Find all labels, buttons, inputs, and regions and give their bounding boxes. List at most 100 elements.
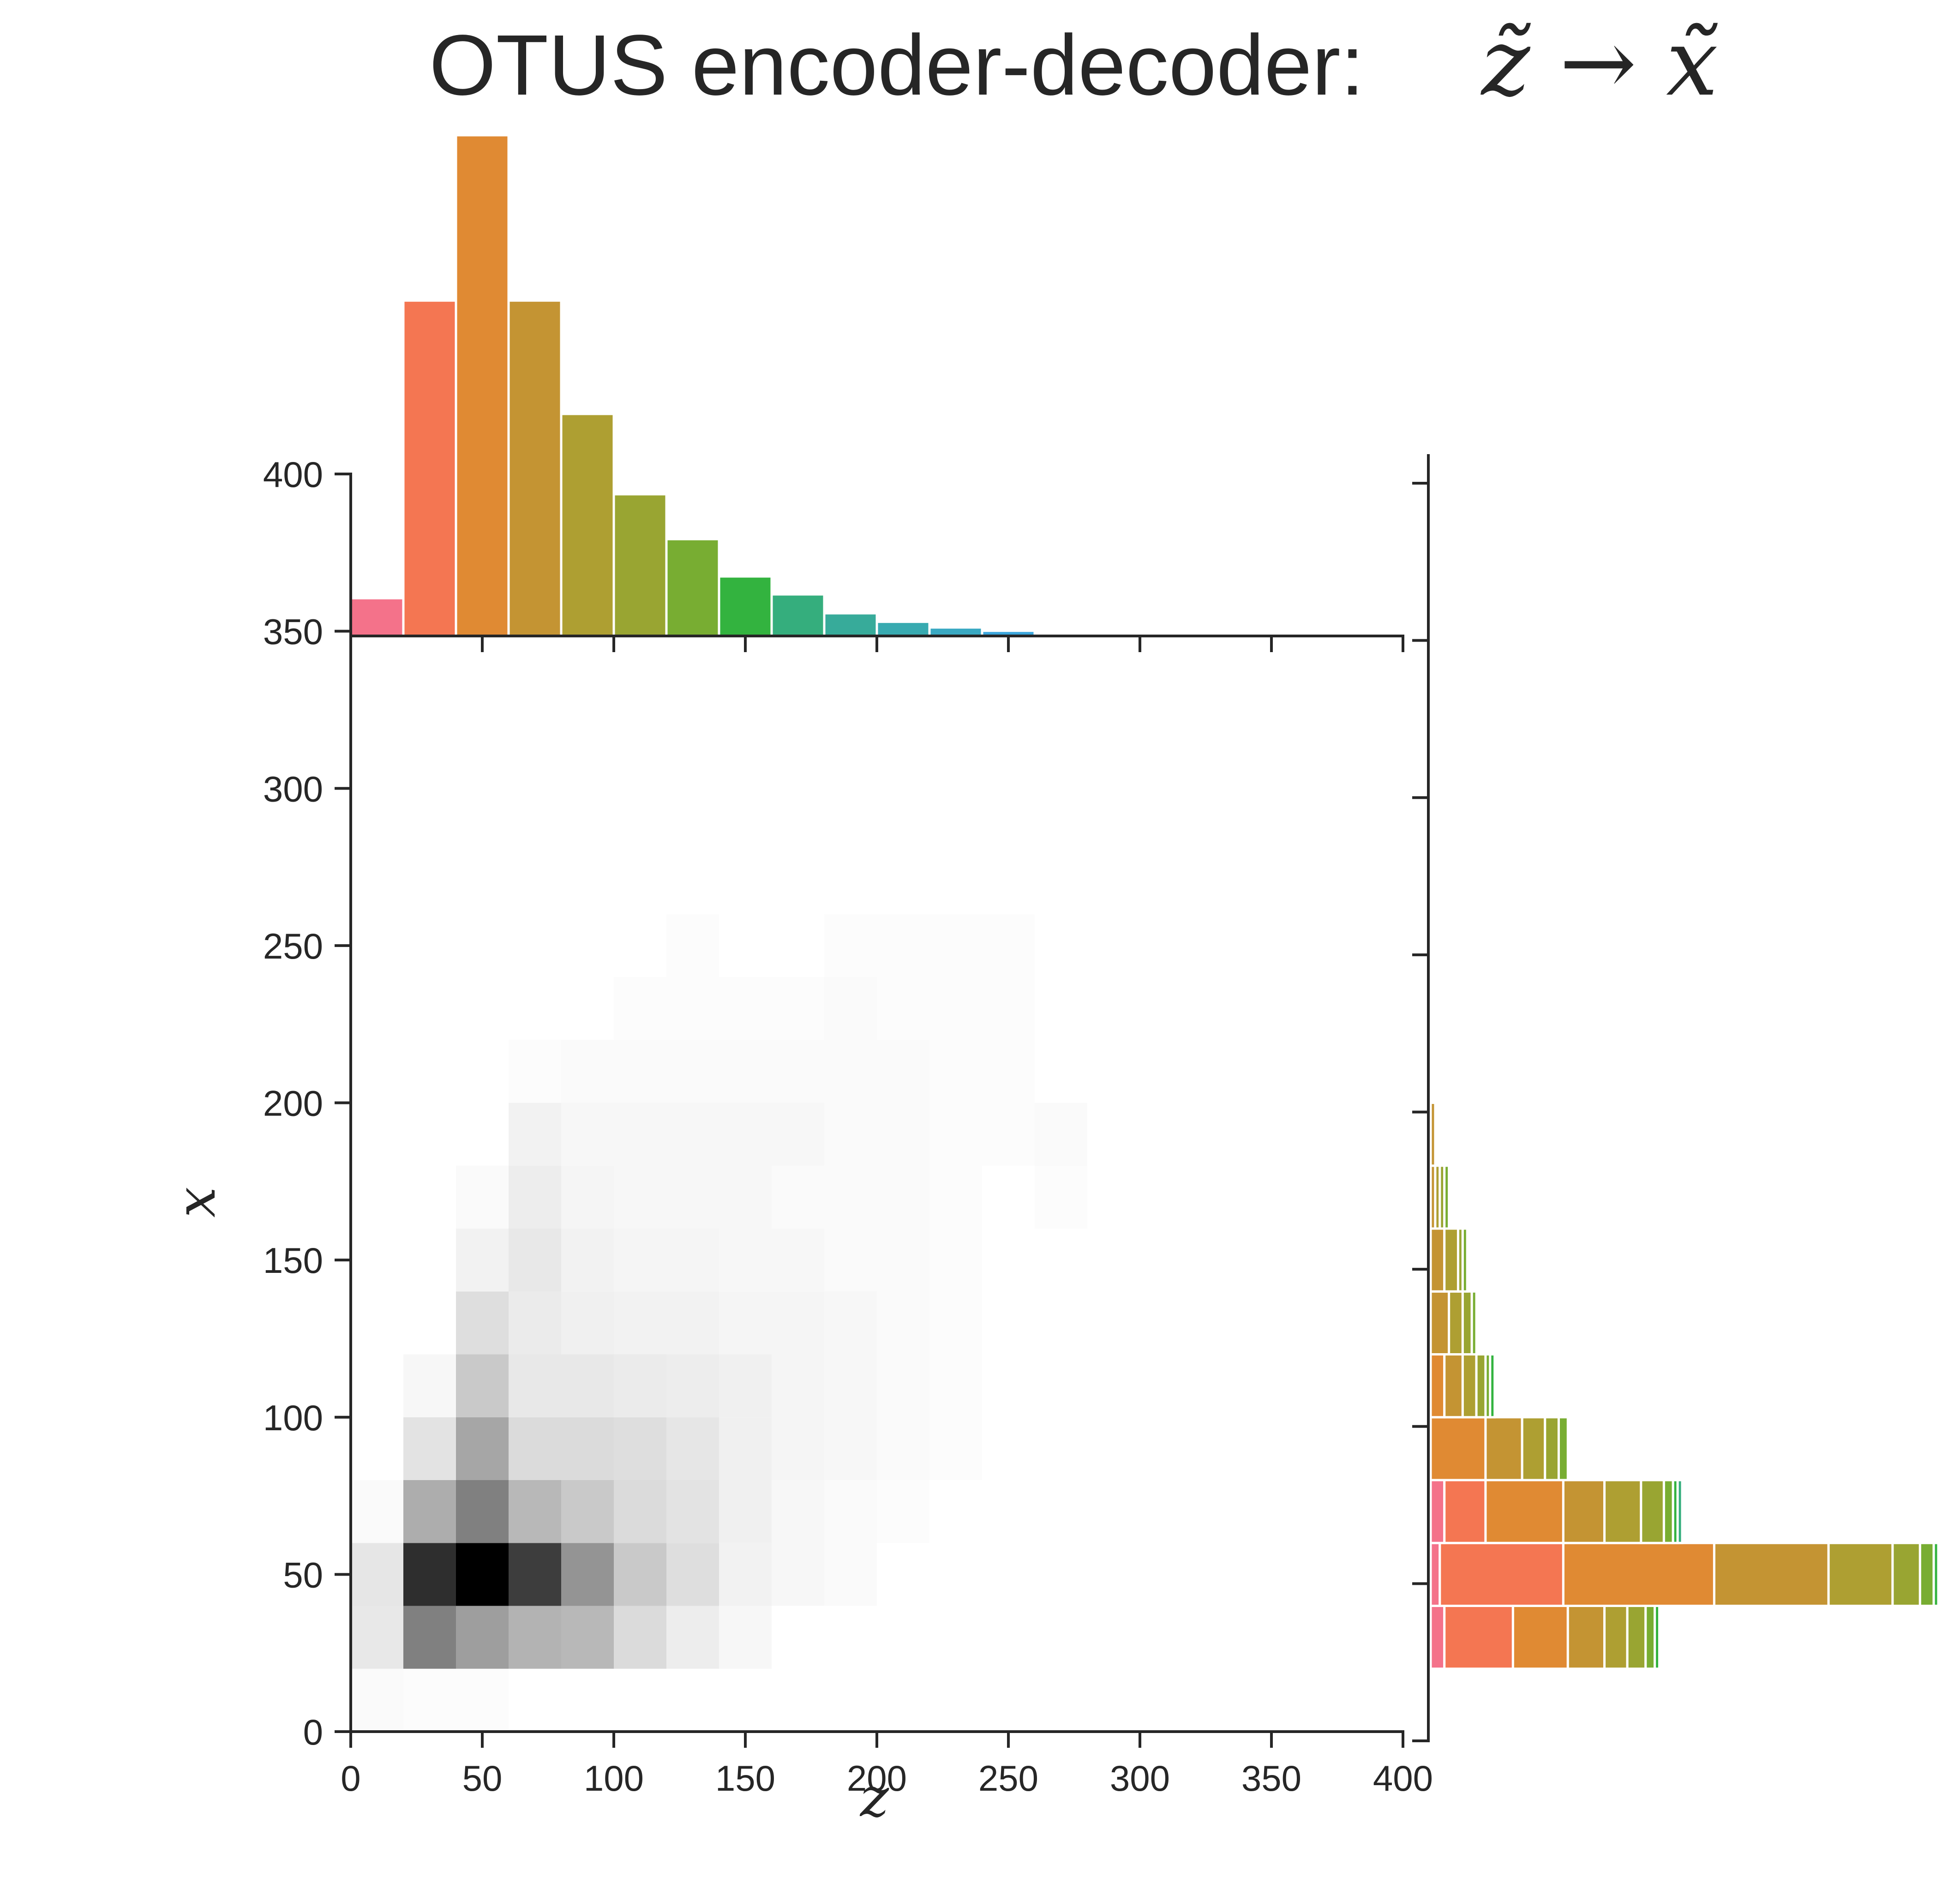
right-histogram-segment [1429,1416,1487,1481]
heatmap-cell [666,1165,719,1229]
heatmap-cell [877,1291,929,1355]
right-histogram-segment [1640,1479,1665,1544]
heatmap-cell [772,1543,824,1606]
right-histogram-segment [1429,1479,1446,1544]
right-histogram-segment [1511,1605,1569,1670]
top-histogram-bar [349,597,405,637]
heatmap-cell [456,1417,509,1480]
heatmap-cell [456,1480,509,1543]
heatmap-cell [877,1354,929,1417]
heatmap-cell [561,1165,614,1229]
heatmap-cell [824,977,877,1040]
heatmap-cell [824,1417,877,1480]
heatmap-cell [719,1165,772,1229]
heatmap-cell [929,1291,982,1355]
top-histogram-bar [770,593,826,637]
heatmap-cell [824,1103,877,1166]
heatmap-cell [456,1606,509,1669]
heatmap-cell [456,1543,509,1606]
heatmap-cell [351,1543,403,1606]
right-histogram-segment [1484,1479,1564,1544]
right-histogram-segment [1443,1227,1459,1293]
heatmap-cell [772,1229,824,1292]
right-histogram-segment [1626,1605,1647,1670]
heatmap-cell [719,1354,772,1417]
heatmap-cell [929,1040,982,1103]
heatmap-cell [614,1606,666,1669]
heatmap-cell [666,1354,719,1417]
right-histogram-segment [1429,1353,1446,1419]
y-tick-label: 350 [263,612,323,652]
y-tick-label: 300 [263,768,323,809]
heatmap-cell [824,1165,877,1229]
heatmap-cell [403,1417,456,1480]
right-histogram-segment [1713,1541,1830,1607]
heatmap-cell [772,1103,824,1166]
right-histogram-segment [1484,1416,1523,1481]
heatmap-cell [509,1040,561,1103]
right-histogram-segment [1461,1227,1469,1293]
heatmap-cell [719,977,772,1040]
heatmap-cell [561,1040,614,1103]
heatmap-cell [877,977,929,1040]
heatmap-cell [772,977,824,1040]
right-histogram-segment [1544,1416,1560,1481]
heatmap-cell [982,1040,1035,1103]
heatmap-cell [929,1165,982,1229]
heatmap-cell [561,1354,614,1417]
heatmap-cell [824,1229,877,1292]
heatmap-cell [561,1606,614,1669]
right-histogram-segment [1429,1290,1451,1355]
right-histogram-segment [1918,1541,1935,1607]
x-tick-label: 300 [1110,1758,1170,1799]
heatmap-cell [877,1480,929,1543]
heatmap-cell [666,1229,719,1292]
heatmap-cell [456,1354,509,1417]
heatmap-cell [614,1103,666,1166]
heatmap-cell [666,1606,719,1669]
heatmap-cell [456,1165,509,1229]
heatmap-cell [824,1543,877,1606]
heatmap-cell [719,1229,772,1292]
heatmap-cell [666,1480,719,1543]
heatmap-cell [719,1543,772,1606]
chart-title: OTUS encoder-decoder: z̃ → x̃ [0,9,1960,117]
heatmap-cell [509,1165,561,1229]
heatmap-cell [772,1040,824,1103]
heatmap-cell [666,977,719,1040]
heatmap-cell [561,1543,614,1606]
heatmap-cell [403,1543,456,1606]
heatmap-cell [509,1606,561,1669]
right-histogram-segment [1557,1416,1569,1481]
heatmap-cell [772,1354,824,1417]
heatmap-cell [929,1417,982,1480]
heatmap-cell [614,1417,666,1480]
right-histogram-segment [1429,1102,1437,1167]
heatmap-cell [877,1103,929,1166]
right-histogram-segment [1429,1227,1446,1293]
heatmap-cell [824,1291,877,1355]
heatmap-cell [351,1480,403,1543]
heatmap-cell [719,1040,772,1103]
top-marginal-histogram [349,134,1089,637]
heatmap-cell [614,1543,666,1606]
heatmap-cell [824,1480,877,1543]
right-histogram-segment [1562,1541,1715,1607]
top-histogram-bar [455,134,510,637]
heatmap-cell [509,1417,561,1480]
heatmap-cell [877,1040,929,1103]
right-histogram-segment [1475,1353,1487,1419]
axes: 0 50 100 150 200 250 300 350 400 0 50 100 150 200 250 3… [263,454,1433,1799]
y-axis-label: x [164,1187,228,1218]
heatmap-cell [719,1417,772,1480]
x-tick-label: 100 [584,1758,644,1799]
x-tick-label: 350 [1241,1758,1301,1799]
heatmap-cell [614,1040,666,1103]
right-histogram-segment [1932,1541,1940,1607]
heatmap-cell [666,1040,719,1103]
heatmap-cell [772,1291,824,1355]
heatmap-cell [614,1480,666,1543]
right-histogram-segment [1443,1605,1514,1670]
heatmap-cell [561,1417,614,1480]
heatmap-cell [509,1543,561,1606]
